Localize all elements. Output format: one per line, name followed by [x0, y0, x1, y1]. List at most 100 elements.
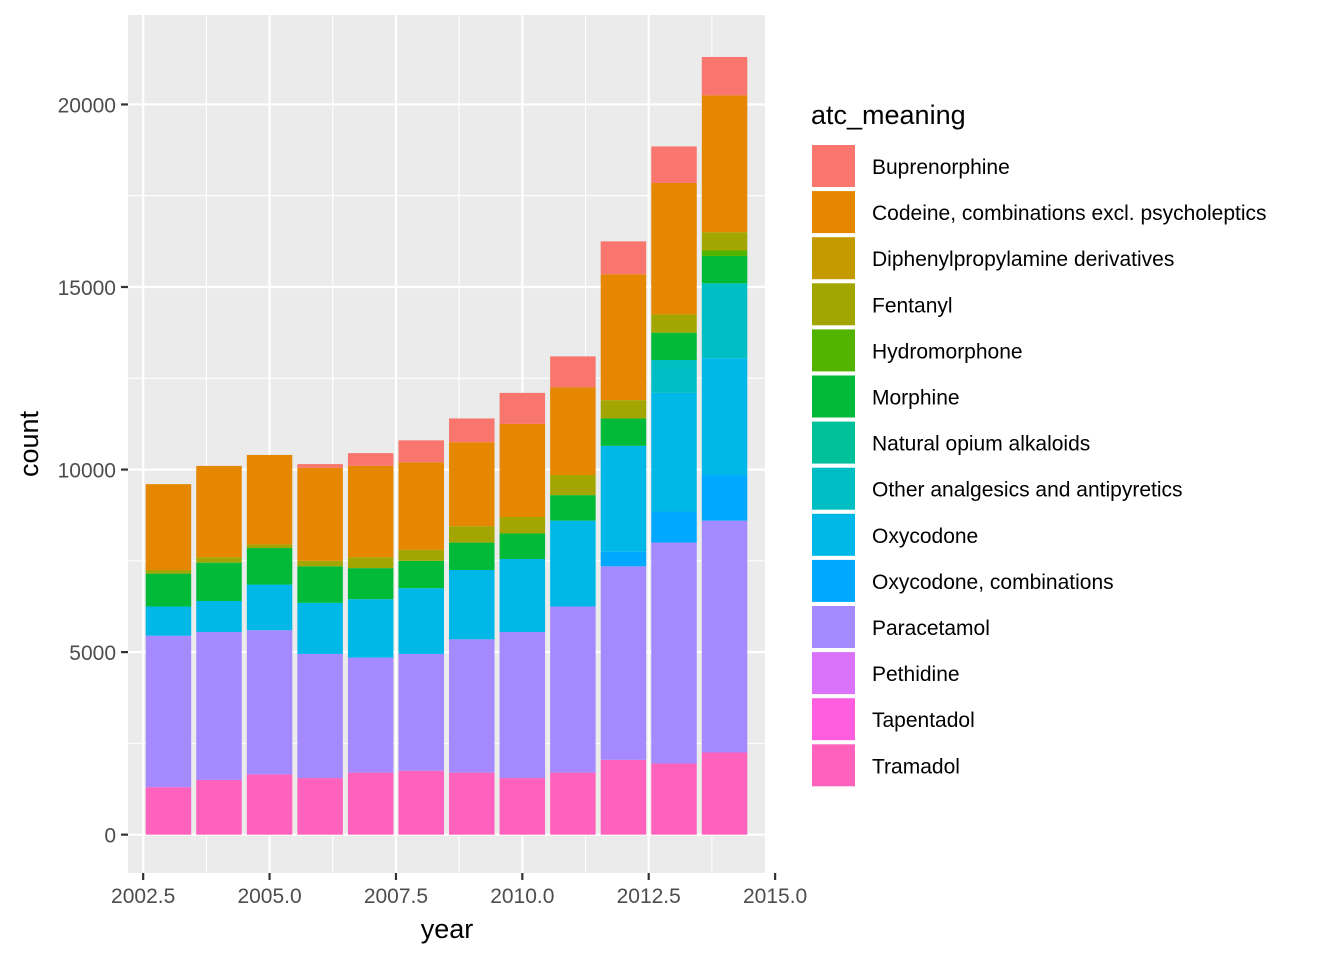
bar-2006-tramadol	[297, 778, 343, 835]
bar-2007-codeine-combinations-excl-psycholeptics	[347, 465, 394, 558]
bar-2003-paracetamol	[145, 635, 192, 788]
y-tick-label: 10000	[58, 460, 116, 483]
bar-2014-fentanyl	[701, 232, 748, 251]
bar-2013-buprenorphine	[651, 146, 697, 183]
bar-2005-tramadol	[246, 774, 293, 835]
bar-2004-morphine	[196, 562, 242, 601]
y-tick-label: 20000	[58, 94, 116, 117]
bar-2011-codeine-combinations-excl-psycholeptics	[550, 387, 596, 476]
bar-2010-morphine	[499, 533, 546, 560]
bar-2009-paracetamol	[449, 639, 495, 773]
bar-2006-oxycodone	[297, 602, 343, 654]
bar-2013-codeine-combinations-excl-psycholeptics	[651, 182, 697, 315]
bar-2004-codeine-combinations-excl-psycholeptics	[196, 465, 242, 558]
bar-2009-buprenorphine	[449, 418, 495, 443]
legend-key	[812, 467, 855, 510]
bar-2009-tramadol	[449, 772, 495, 835]
bar-2010-oxycodone	[499, 559, 546, 633]
bar-2011-fentanyl	[550, 475, 596, 496]
bar-2013-tramadol	[651, 763, 697, 835]
bar-2013-oxycodone	[651, 392, 697, 512]
legend: atc_meaning Buprenorphine Codeine, combin…	[811, 100, 1267, 787]
bar-2013-fentanyl	[651, 314, 697, 333]
legend-key	[812, 421, 855, 464]
legend-key	[812, 606, 855, 648]
bar-2013-morphine	[651, 332, 697, 361]
bar-2010-buprenorphine	[499, 392, 546, 424]
y-tick-label: 15000	[58, 277, 116, 300]
legend-label: Tapentadol	[872, 709, 975, 732]
y-tick-label: 5000	[69, 642, 116, 665]
bar-2010-codeine-combinations-excl-psycholeptics	[499, 423, 546, 518]
legend-label: Diphenylpropylamine derivatives	[872, 248, 1174, 271]
bar-2011-paracetamol	[550, 606, 596, 773]
bar-2003-fentanyl	[145, 569, 192, 574]
bar-2011-oxycodone	[550, 520, 596, 607]
bar-2005-morphine	[246, 548, 293, 585]
bar-2014-tramadol	[701, 752, 748, 835]
legend-label: Tramadol	[872, 755, 960, 778]
x-tick-label: 2015.0	[743, 885, 807, 908]
x-axis-title: year	[421, 914, 474, 944]
legend-label: Morphine	[872, 387, 960, 410]
bar-2004-fentanyl	[196, 557, 242, 563]
bar-2005-oxycodone	[246, 584, 293, 631]
bar-2013-oxycodone-combinations	[651, 511, 697, 543]
bar-2012-morphine	[600, 418, 647, 446]
legend-label: Other analgesics and antipyretics	[872, 479, 1183, 502]
legend-key	[812, 145, 855, 187]
bar-2006-paracetamol	[297, 653, 343, 779]
legend-label: Buprenorphine	[872, 156, 1010, 179]
bar-2003-morphine	[145, 573, 192, 607]
bar-2011-tramadol	[550, 772, 596, 835]
legend-label: Pethidine	[872, 663, 960, 686]
bar-2014-morphine	[701, 255, 748, 284]
bar-2006-buprenorphine	[297, 464, 343, 468]
legend-key	[812, 698, 855, 741]
bar-2005-fentanyl	[246, 544, 293, 549]
y-axis: 0 5000 10000 15000 20000	[58, 94, 128, 848]
legend-label: Paracetamol	[872, 617, 990, 640]
bar-2008-oxycodone	[398, 588, 444, 654]
legend-label: Natural opium alkaloids	[872, 433, 1090, 456]
legend-key	[812, 375, 855, 418]
bar-2005-paracetamol	[246, 630, 293, 775]
bar-2012-fentanyl	[600, 400, 647, 419]
legend-label: Codeine, combinations excl. psycholeptic…	[872, 202, 1267, 225]
bar-2005-codeine-combinations-excl-psycholeptics	[246, 454, 293, 545]
bar-2007-buprenorphine	[347, 453, 394, 466]
bar-2014-paracetamol	[701, 520, 748, 753]
bar-2006-morphine	[297, 566, 343, 603]
bar-2006-codeine-combinations-excl-psycholeptics	[297, 467, 343, 561]
bar-2013-paracetamol	[651, 542, 697, 764]
bar-2007-tramadol	[347, 772, 394, 835]
legend-key	[812, 191, 855, 234]
y-axis-title: count	[14, 410, 44, 477]
bar-2014-hydromorphone	[701, 250, 748, 256]
bar-2004-paracetamol	[196, 632, 242, 780]
bar-2008-morphine	[398, 560, 444, 589]
bar-2003-tramadol	[145, 787, 192, 835]
bar-2003-codeine-combinations-excl-psycholeptics	[145, 484, 192, 570]
legend-key	[812, 237, 855, 280]
bar-2010-fentanyl	[499, 517, 546, 534]
legend-label: Fentanyl	[872, 294, 953, 317]
bar-2014-other-analgesics-and-antipyretics	[701, 283, 748, 359]
x-tick-label: 2007.5	[364, 885, 428, 908]
bar-2004-oxycodone	[196, 600, 242, 633]
legend-key	[812, 744, 855, 787]
bars	[145, 56, 748, 835]
legend-title: atc_meaning	[811, 100, 966, 130]
legend-key	[812, 652, 855, 695]
bar-2014-oxycodone-combinations	[701, 475, 748, 521]
bar-2010-paracetamol	[499, 632, 546, 779]
legend-label: Oxycodone, combinations	[872, 571, 1114, 594]
bar-2012-oxycodone	[600, 445, 647, 552]
bar-2011-morphine	[550, 495, 596, 521]
bar-2014-codeine-combinations-excl-psycholeptics	[701, 95, 748, 233]
bar-2008-buprenorphine	[398, 440, 444, 463]
bar-2014-buprenorphine	[701, 56, 748, 96]
bar-2012-tramadol	[600, 759, 647, 835]
bar-2008-tramadol	[398, 770, 444, 835]
